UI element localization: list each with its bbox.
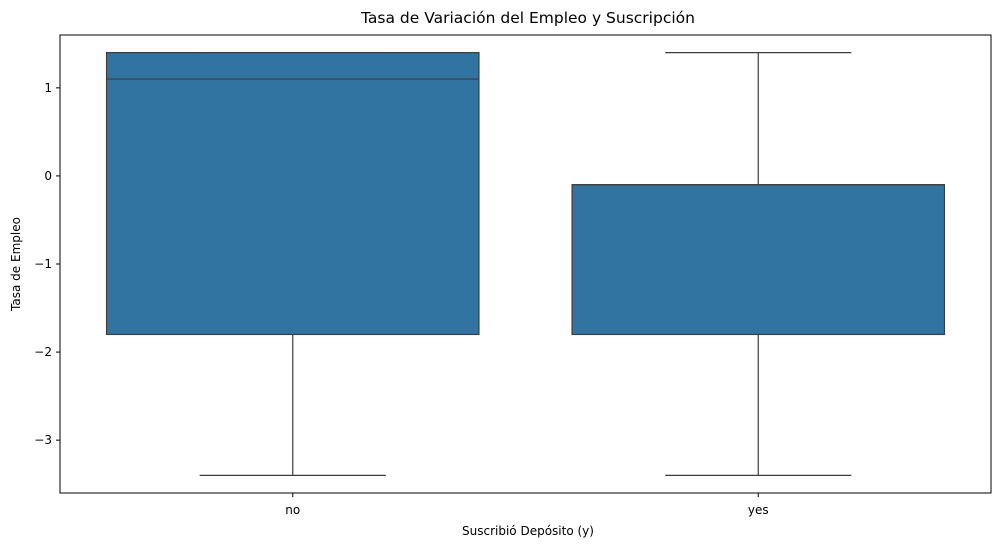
box-yes [571,184,946,336]
x-axis-label: Suscribió Depósito (y) [462,524,594,538]
chart-title: Tasa de Variación del Empleo y Suscripci… [360,9,695,27]
y-tick-label: −3 [34,433,52,447]
y-tick-label: −2 [34,345,52,359]
plot-frame [59,34,992,494]
x-tick-label-no: no [285,503,300,517]
y-tick-label: 0 [44,169,52,183]
x-tick-label-yes: yes [748,503,769,517]
y-tick-label: −1 [34,257,52,271]
box-no [105,52,480,336]
y-axis-label: Tasa de Empleo [9,217,23,312]
y-tick-label: 1 [44,81,52,95]
plot-area: no yes 1 0 −1 −2 −3 [34,34,992,517]
